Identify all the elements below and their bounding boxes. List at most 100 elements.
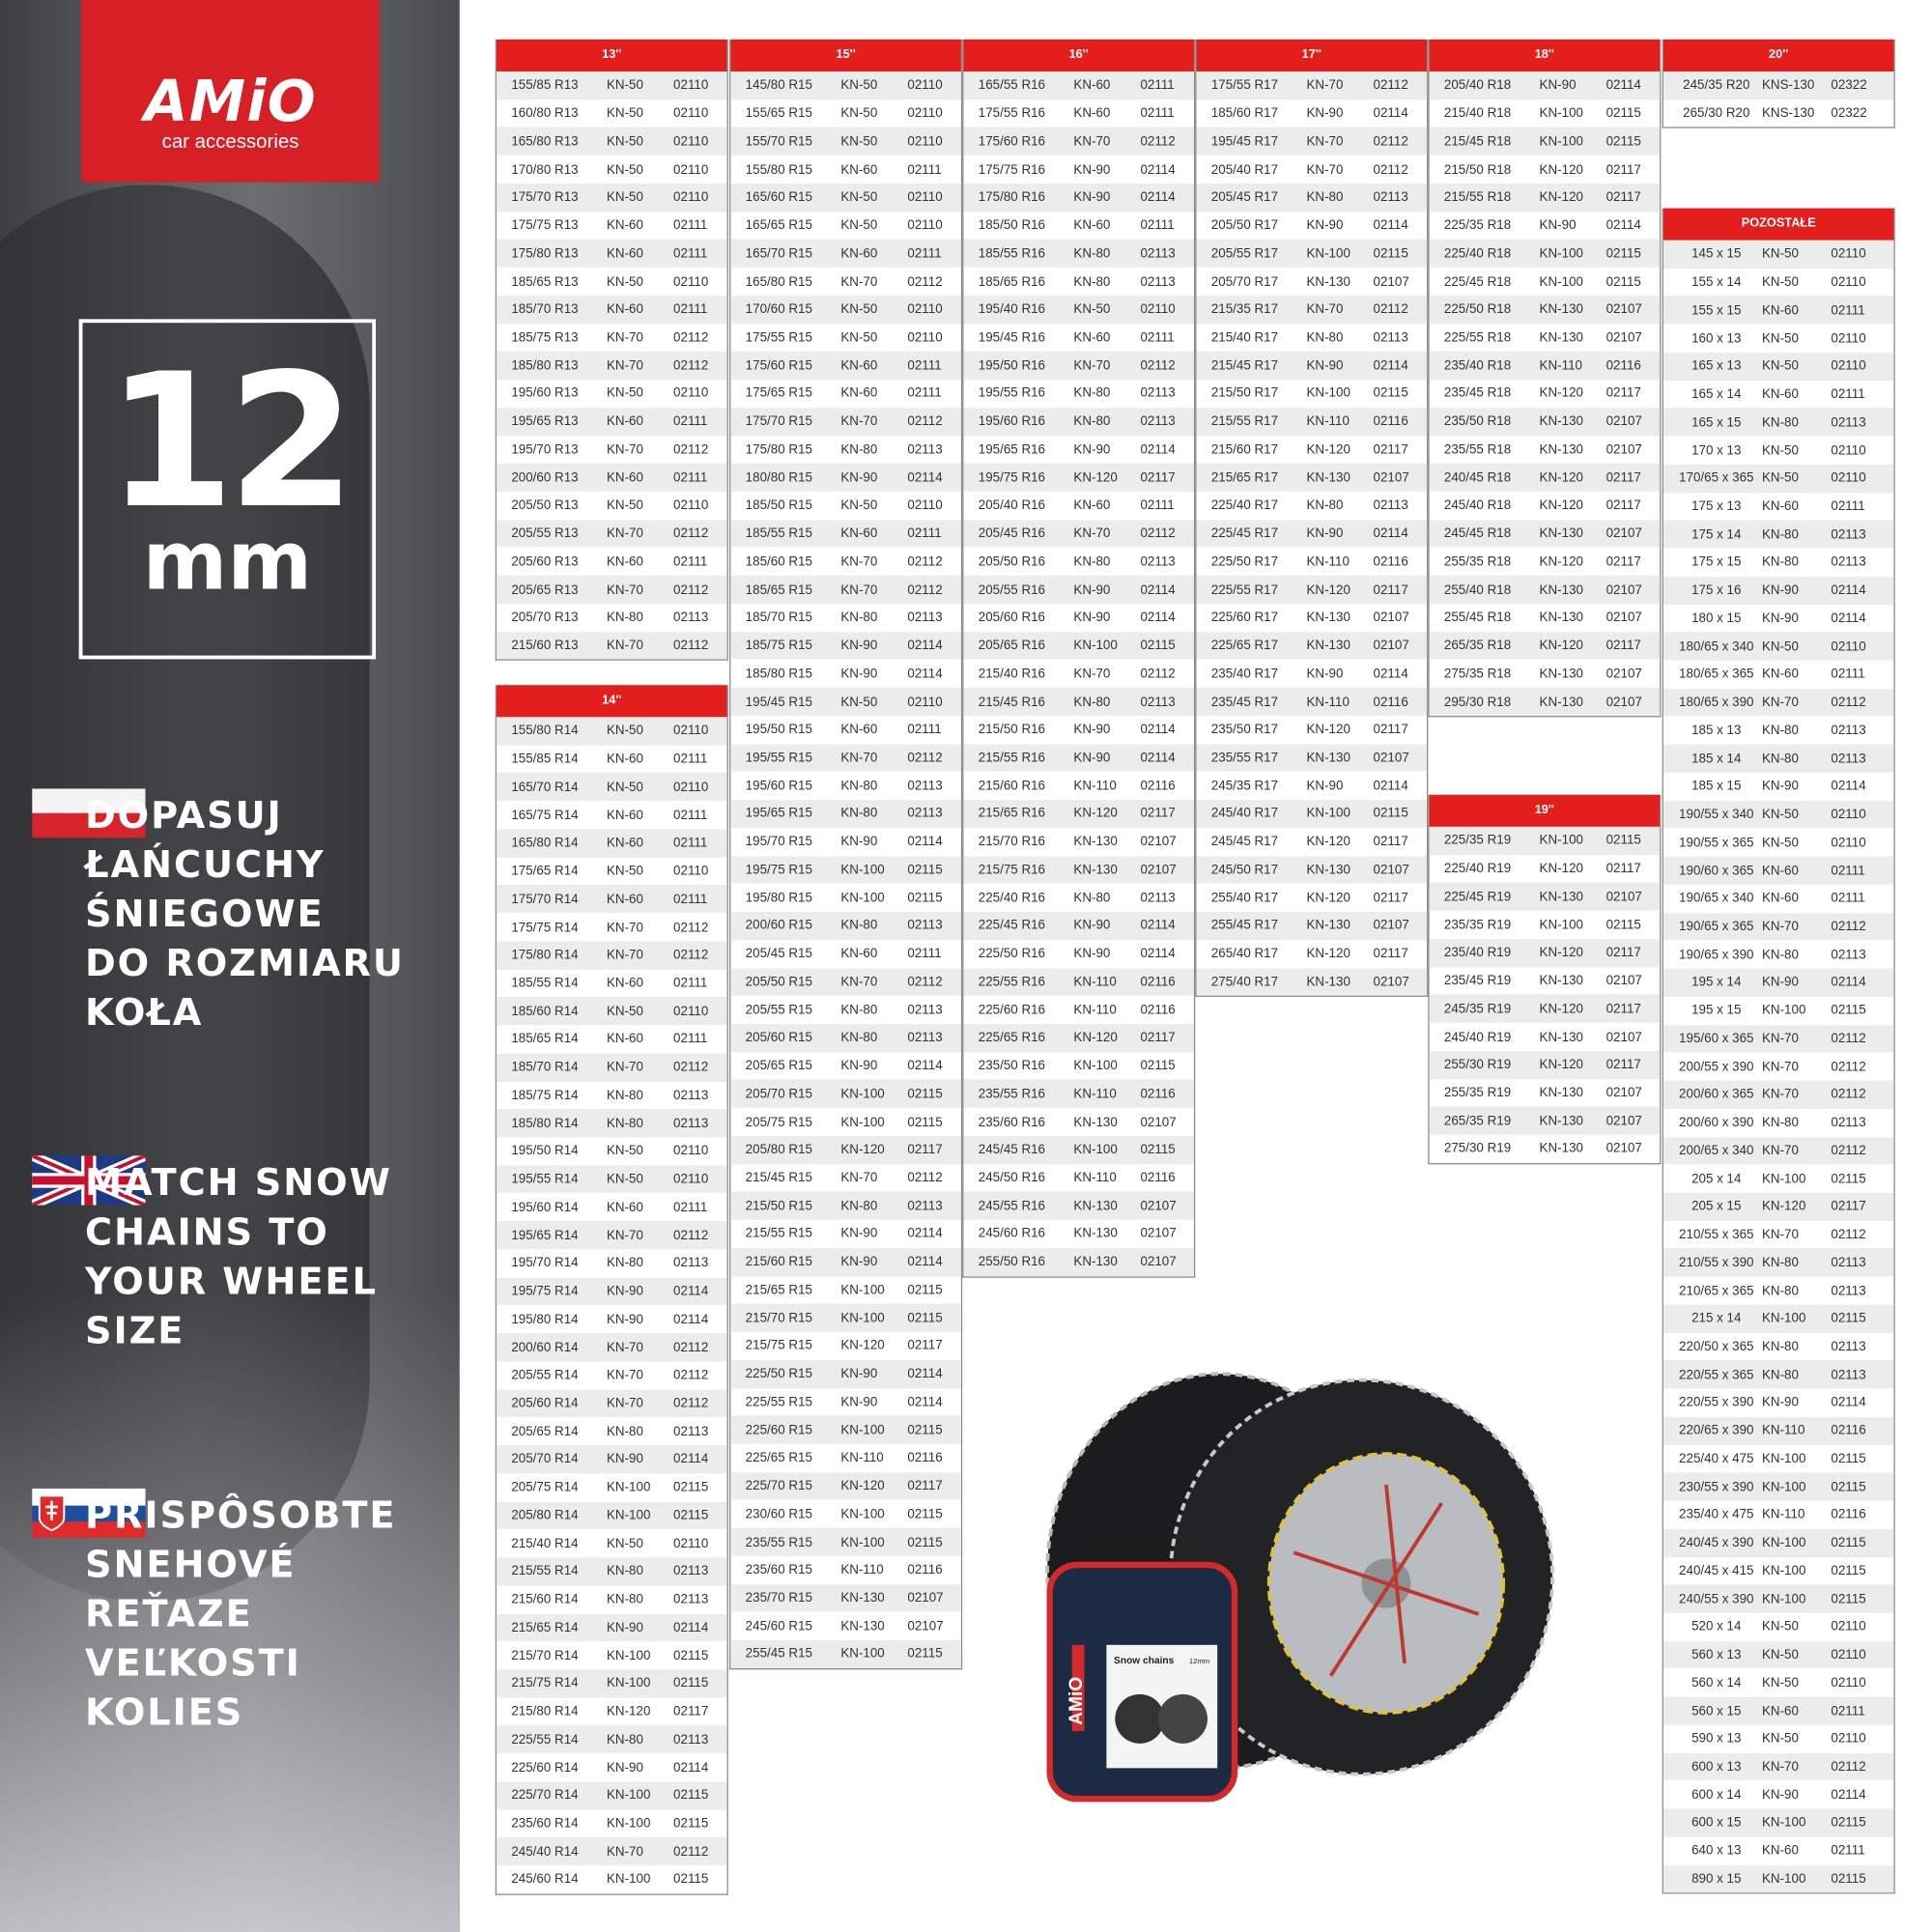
tire-size: 205/80 R14 <box>511 1508 579 1523</box>
product-code: 02112 <box>1373 133 1408 150</box>
table-row: 200/60 R15 KN-80 02113 <box>730 911 961 940</box>
tire-size: 205/70 R13 <box>511 610 579 626</box>
table-header: 14'' <box>497 685 727 718</box>
product-code: 02107 <box>1605 1141 1642 1156</box>
chain-model: KN-80 <box>1073 273 1111 290</box>
table-row: 225/50 R17 KN-110 02116 <box>1197 548 1428 576</box>
tire-size: 215/65 R15 <box>745 1282 812 1298</box>
product-code: 02112 <box>907 974 943 990</box>
table-row: 205/70 R13 KN-80 02113 <box>497 604 727 632</box>
chain-model: KN-100 <box>840 1534 885 1550</box>
product-code: 02107 <box>1605 441 1642 458</box>
tire-size: 175/70 R14 <box>511 892 579 907</box>
size-table-17: 17'' 175/55 R17 KN-70 02112 185/60 R17 KN-90 0… <box>1195 39 1429 998</box>
chain-model: KN-120 <box>606 1704 651 1719</box>
tire-size: 145/80 R15 <box>745 77 812 94</box>
tire-size: 225/70 R15 <box>745 1478 812 1494</box>
tire-size: 215/75 R16 <box>978 862 1046 878</box>
table-row: 190/55 x 365 KN-50 02110 <box>1663 829 1894 857</box>
tire-size: 205/50 R16 <box>978 554 1046 570</box>
chain-model: KN-90 <box>606 1620 643 1635</box>
chain-model: KN-90 <box>1306 526 1344 542</box>
chain-model: KN-70 <box>606 441 643 458</box>
table-row: 215/50 R17 KN-100 02115 <box>1197 380 1428 408</box>
product-code: 02110 <box>673 105 709 122</box>
product-code: 02114 <box>673 1620 709 1635</box>
table-row: 220/50 x 365 KN-80 02113 <box>1663 1333 1894 1361</box>
tire-size: 245/35 R17 <box>1210 778 1279 794</box>
product-code: 02113 <box>1373 497 1408 514</box>
table-row: 170/60 R15 KN-50 02110 <box>730 295 961 324</box>
chain-model: KN-60 <box>840 245 878 262</box>
chain-model: KN-100 <box>1761 1311 1806 1326</box>
table-row: 225/45 R17 KN-90 02114 <box>1196 519 1428 548</box>
chain-model: KN-50 <box>840 105 878 122</box>
chain-model: KN-100 <box>1073 1058 1118 1074</box>
tire-size: 185/60 R17 <box>1210 105 1279 122</box>
table-row: 255/45 R17 KN-130 02107 <box>1196 911 1428 940</box>
chain-model: KN-50 <box>606 1172 643 1187</box>
chain-model: KN-50 <box>840 77 878 94</box>
chain-model: KN-80 <box>606 1592 643 1607</box>
table-row: 175/80 R14 KN-70 02112 <box>497 941 727 970</box>
product-code: 02107 <box>1605 889 1642 905</box>
table-row: 165/70 R14 KN-50 02110 <box>497 773 727 802</box>
product-code: 02111 <box>673 554 708 570</box>
tire-size: 265/30 R20 <box>1683 105 1750 122</box>
table-row: 195/45 R16 KN-60 02111 <box>963 324 1194 352</box>
table-row: 185/80 R13 KN-70 02112 <box>497 351 727 380</box>
tire-size: 215/65 R16 <box>978 806 1046 822</box>
chain-model: KN-120 <box>1761 1199 1806 1214</box>
chain-model: KN-70 <box>1761 1087 1799 1102</box>
table-row: 255/45 R15 KN-100 02115 <box>730 1639 961 1668</box>
chain-model: KN-50 <box>1761 330 1799 346</box>
table-row: 165 x 14 KN-60 02111 <box>1663 381 1894 409</box>
tire-size: 185/55 R14 <box>511 976 579 991</box>
chain-model: KN-130 <box>1073 862 1118 878</box>
tire-size: 175/55 R15 <box>745 329 812 346</box>
product-code: 02111 <box>673 976 708 991</box>
table-row: 165/60 R15 KN-50 02110 <box>730 183 961 212</box>
product-code: 02110 <box>673 385 709 402</box>
table-row: 195/70 R14 KN-80 02113 <box>497 1249 727 1277</box>
chain-model: KN-90 <box>1306 666 1344 682</box>
product-code: 02112 <box>673 441 709 458</box>
product-code: 02114 <box>673 1284 709 1299</box>
tire-size: 195/70 R13 <box>511 441 579 458</box>
tire-size: 225/35 R18 <box>1443 217 1512 234</box>
product-code: 02115 <box>907 1114 943 1130</box>
product-code: 02110 <box>673 189 709 206</box>
table-row: 255/50 R16 KN-130 02107 <box>963 1247 1194 1276</box>
product-code: 02115 <box>1140 1142 1176 1158</box>
chain-model: KN-80 <box>606 1564 643 1579</box>
product-code: 02113 <box>673 1592 709 1607</box>
tire-size: 185/80 R14 <box>511 1116 579 1131</box>
table-row: 215/50 R16 KN-90 02114 <box>963 716 1194 744</box>
tire-size: 180/80 R15 <box>745 469 812 486</box>
chain-model: KN-110 <box>1539 357 1582 374</box>
chain-model: KN-120 <box>1539 385 1583 402</box>
table-row: 185/75 R13 KN-70 02112 <box>497 324 727 352</box>
tire-size: 205 x 15 <box>1691 1199 1742 1214</box>
chain-model: KN-60 <box>1073 329 1111 346</box>
product-code: 02110 <box>673 1144 709 1159</box>
tire-size: 195/50 R16 <box>978 357 1046 374</box>
table-row: 245/60 R16 KN-130 02107 <box>963 1220 1194 1248</box>
product-code: 02111 <box>673 836 708 851</box>
chain-model: KN-100 <box>840 1114 885 1130</box>
product-code: 02107 <box>907 1590 944 1606</box>
table-row: 195/70 R15 KN-90 02114 <box>730 828 961 856</box>
tire-size: 175/75 R16 <box>978 161 1046 178</box>
product-code: 02115 <box>1605 273 1641 290</box>
table-row: 205/45 R16 KN-70 02112 <box>963 519 1194 548</box>
table-row: 185/75 R15 KN-90 02114 <box>730 631 961 660</box>
tire-size: 215/40 R17 <box>1210 329 1279 346</box>
table-row: 235/45 R18 KN-120 02117 <box>1430 380 1661 408</box>
product-code: 02113 <box>673 1564 709 1579</box>
tire-size: 205/50 R13 <box>511 497 579 514</box>
chain-model: KN-90 <box>1073 582 1111 598</box>
product-code: 02112 <box>1373 77 1408 94</box>
product-code: 02107 <box>1140 1226 1177 1242</box>
table-row: 215/55 R17 KN-110 02116 <box>1196 407 1428 436</box>
tire-size: 560 x 14 <box>1691 1675 1742 1690</box>
